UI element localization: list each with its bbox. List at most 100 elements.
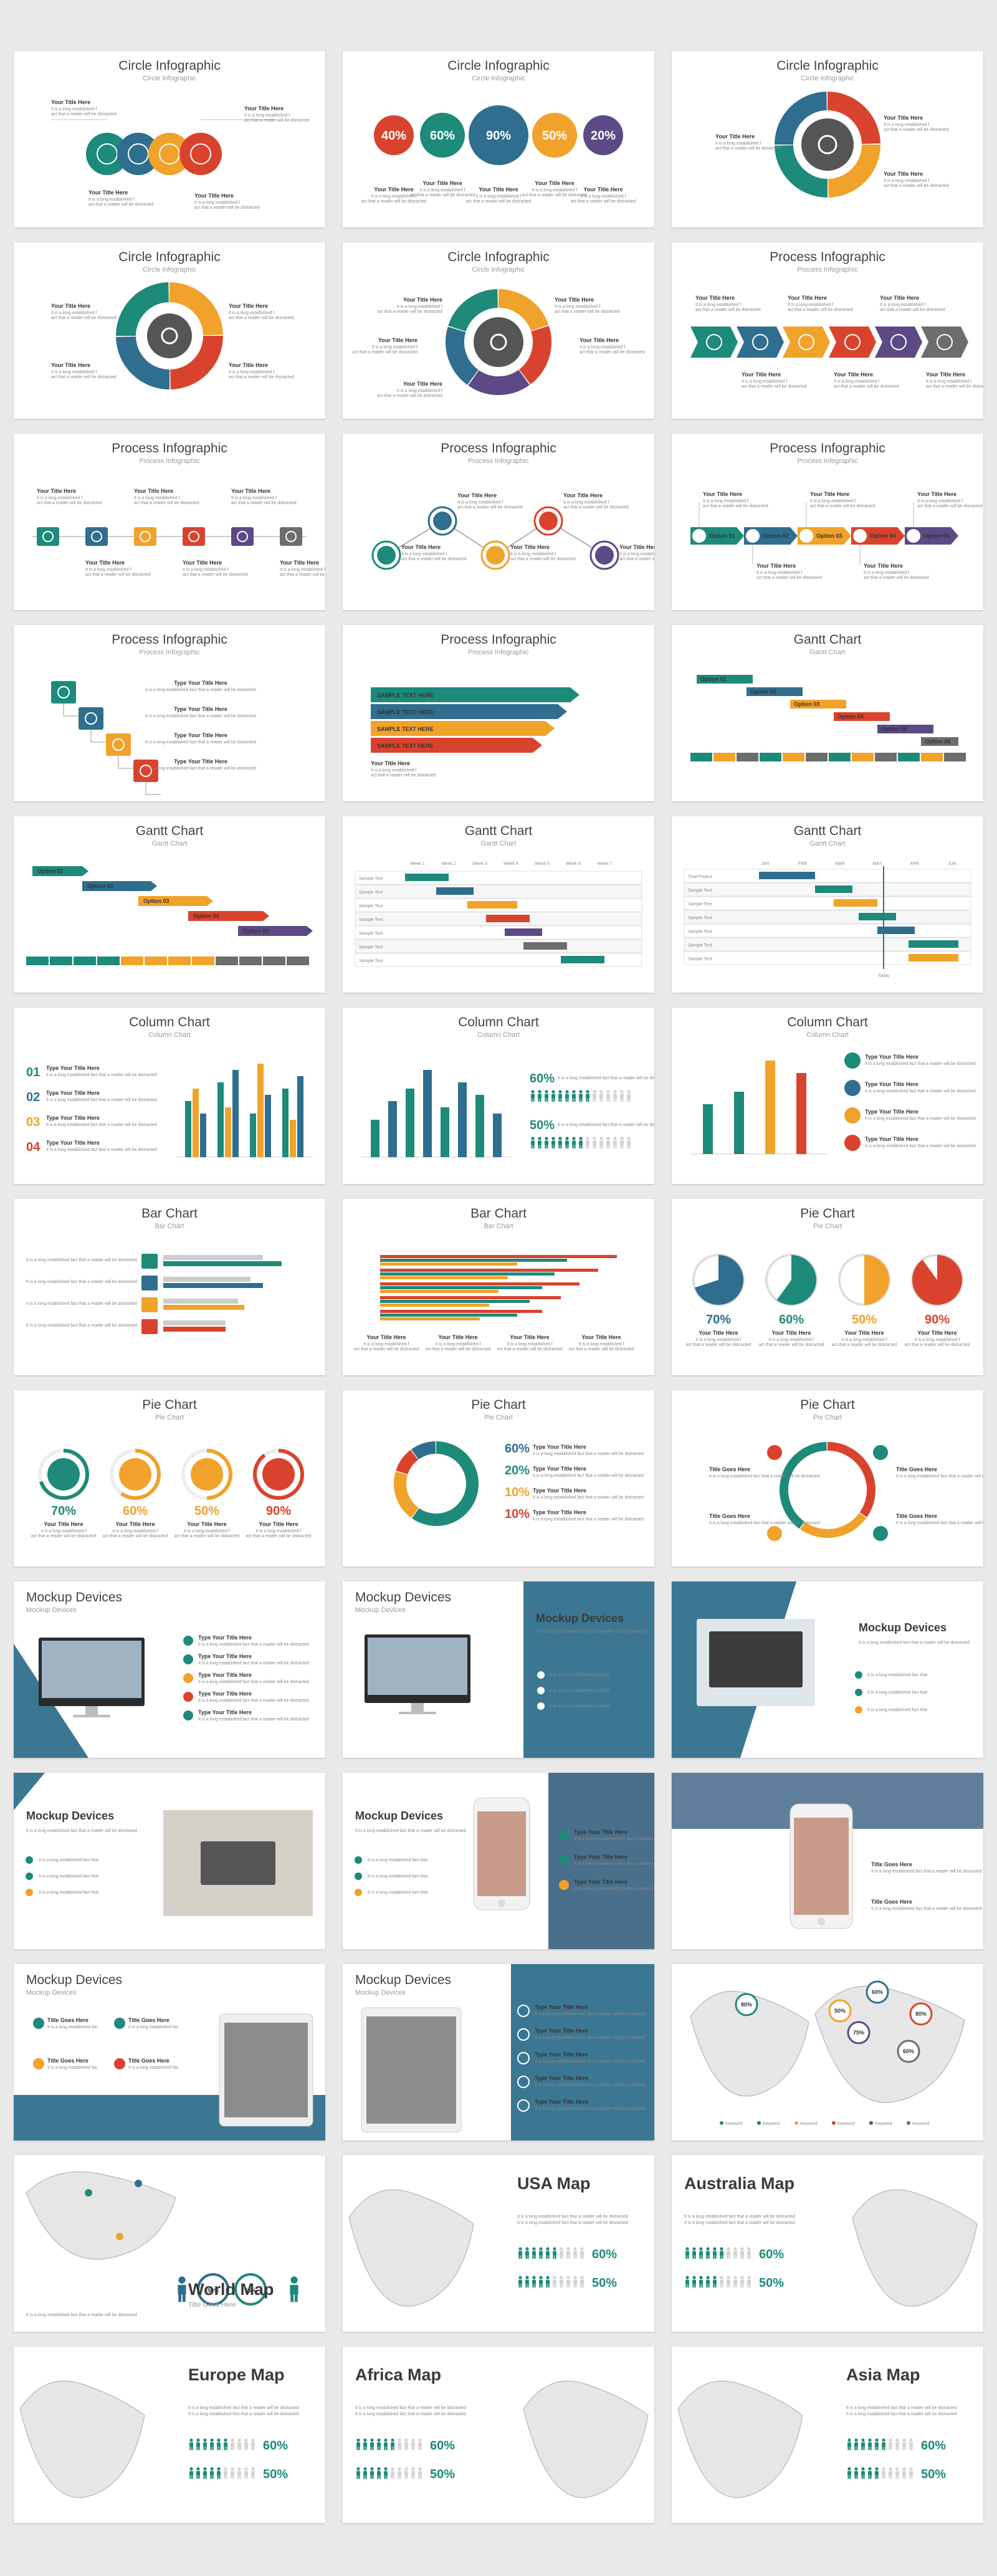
region-people-person-icon-leg (539, 2284, 541, 2287)
ring-center-icon (47, 1458, 80, 1491)
slide-thumbnail[interactable]: 60% Type Your Title Here It is a long esta… (343, 1390, 654, 1567)
bar (380, 1282, 580, 1286)
slide-thumbnail[interactable]: 50% 65% It is a long established fact that… (14, 2155, 325, 2332)
bar (380, 1300, 530, 1303)
stat-people-person-icon-leg (574, 1098, 576, 1102)
step-icon (844, 334, 861, 350)
region-people-person-icon-leg (747, 2284, 749, 2287)
slide-thumbnail[interactable]: Your Title Here It is a long established … (672, 242, 983, 419)
panel-bullet: It is a long established fact that (550, 1673, 609, 1677)
region-people-person-icon-head (546, 2276, 550, 2279)
slide-thumbnail[interactable]: Your Title Here It is a long established … (14, 51, 325, 227)
stat-people-person-icon-leg (581, 1098, 583, 1102)
slide-thumbnail[interactable]: It is a long established fact that a rea… (343, 2155, 654, 2332)
slide-thumbnail[interactable]: Option 01 Your Title Here It is a long est… (672, 434, 983, 610)
region-people-person-icon-leg (251, 2446, 253, 2450)
slide-thumbnail[interactable]: Your Title Here It is a long established … (343, 1199, 654, 1375)
text-block-text: act that a reader will be distracted (788, 308, 853, 312)
slide-thumbnail[interactable]: Title Goes Here It is a long established … (14, 1964, 325, 2140)
slide-subtitle: Process Infographic (797, 457, 858, 465)
node-icon (767, 1445, 782, 1460)
slide-thumbnail[interactable]: It is a long established fact that a rea… (14, 2347, 325, 2523)
slide-thumbnail[interactable]: Your Title Here It is a long established … (343, 242, 654, 419)
slide-thumbnail[interactable]: 80% 60% 50% 80% 75% 60% Keyword Keyword Keyword K… (672, 1964, 983, 2140)
stat-people-person-icon-leg (601, 1145, 603, 1148)
slide-thumbnail[interactable]: Your Title Here It is a long established … (343, 434, 654, 610)
slide-thumbnail[interactable]: SAMPLE TEXT HERE SAMPLE TEXT HERE SAMPLE T… (343, 625, 654, 801)
text-block-title: Your Title Here (884, 171, 923, 177)
bullet-text: It is a long established fact that (368, 1891, 427, 1895)
slide-thumbnail[interactable]: Type Your Title Here It is a long establi… (14, 1581, 325, 1758)
slide-thumbnail[interactable]: It is a long established fact that a rea… (672, 2347, 983, 2523)
stat-people-person-icon-leg (558, 1145, 560, 1148)
monitor-stand (85, 1706, 98, 1715)
slide-thumbnail[interactable]: Type Your Title Here It is a long establi… (343, 1964, 654, 2140)
panel-item-title: Type Your Title Here (574, 1879, 627, 1885)
slide-thumbnail[interactable]: It is a long established fact that a rea… (14, 1199, 325, 1375)
region-people-person-icon-leg (518, 2284, 520, 2287)
month-cell (829, 753, 851, 761)
feature-icon (183, 1692, 193, 1702)
region-people-person-icon-head (217, 2438, 221, 2442)
region-people-person-icon-leg (566, 2255, 568, 2259)
stat-people-person-icon-leg (579, 1098, 581, 1102)
region-people-person-icon-head (861, 2438, 865, 2442)
slide-thumbnail[interactable]: Mockup Devices It is a long established f… (672, 1581, 983, 1758)
slide-thumbnail[interactable]: It is a long established fact that a rea… (343, 2347, 654, 2523)
bar (380, 1286, 542, 1289)
slide-thumbnail[interactable]: Option 01 Option 02 Option 03 Option 04 Opti… (14, 816, 325, 993)
slide-thumbnail[interactable]: 70% Your Title Here It is a long establish… (672, 1199, 983, 1375)
slide-thumbnail[interactable]: Mockup Devices It is a long established f… (343, 1581, 654, 1758)
slide-thumbnail[interactable]: Week 1 Week 2 Week 3 Week 4 Week 5 Week 6 Week… (343, 816, 654, 993)
gantt-bar-label: Option 03 (143, 898, 169, 904)
item-text: It is a long established fact that a rea… (46, 1098, 157, 1102)
slide-thumbnail[interactable]: 01 Type Your Title Here It is a long estab… (14, 1008, 325, 1184)
slide-thumbnail[interactable]: Your Title Here It is a long established … (14, 242, 325, 419)
region-people-person-icon-leg (232, 2475, 234, 2479)
slide-thumbnail[interactable]: JAN FEB MAR MAY APR JUN Total Project Sample Te… (672, 816, 983, 993)
slide-subtitle: Column Chart (806, 1031, 849, 1039)
region-people-person-icon-head (518, 2276, 522, 2279)
slide-thumbnail[interactable]: Type Your Title Here It is a long establi… (672, 1008, 983, 1184)
slide-thumbnail[interactable]: Option 01 Option 02 Option 03 Option 04 Opti… (672, 625, 983, 801)
slide-thumbnail[interactable]: Mockup Devices It is a long established f… (14, 1773, 325, 1949)
slide-graphic: Type Your Title Here It is a long establi… (14, 1634, 309, 1758)
donut-segment (169, 282, 223, 336)
panel-item-icon (559, 1855, 569, 1865)
process-box (134, 527, 156, 546)
legend-dot (720, 2121, 723, 2125)
gantt-bar (790, 700, 846, 708)
section-text: It is a long established fact that a rea… (355, 1829, 466, 1833)
slide-thumbnail[interactable]: It is a long established fact that a rea… (672, 2155, 983, 2332)
stat-people-person-icon-body (586, 1094, 589, 1099)
region-map (852, 2189, 978, 2307)
region-people-person-icon-leg (251, 2475, 253, 2479)
slide-thumbnail[interactable]: 40% 60% 90% 50% 20% Your Title Here It is a lo… (343, 51, 654, 227)
column-bar (193, 1089, 199, 1157)
column-bar (371, 1120, 379, 1157)
item-title: Title Goes Here (128, 2058, 169, 2064)
donut-segment (468, 370, 530, 395)
slide-thumbnail[interactable]: Type Your Title Here It is a long establi… (14, 625, 325, 801)
text-block-title: Your Title Here (834, 371, 873, 378)
text-block-text: act that a reader will be distracted (619, 557, 654, 561)
list-number: 02 (26, 1090, 40, 1104)
region-people-person-icon-head (882, 2467, 885, 2471)
slide-thumbnail[interactable]: Mockup Devices It is a long established f… (343, 1773, 654, 1949)
slide-thumbnail[interactable]: Your Title Here It is a long established … (14, 434, 325, 610)
region-people-person-icon-leg (904, 2446, 906, 2450)
slide-thumbnail[interactable]: Your Title Here It is a long established … (672, 51, 983, 227)
region-people-person-icon-leg (527, 2255, 529, 2259)
slide-thumbnail[interactable]: Title Goes Here It is a long established … (672, 1390, 983, 1567)
stat-people-person-icon-leg (608, 1145, 610, 1148)
column-bar (257, 1064, 264, 1157)
slide-thumbnail[interactable]: 60% It is a long established fact that a … (343, 1008, 654, 1184)
slide-thumbnail[interactable]: Title Goes Here It is a long established … (672, 1773, 983, 1949)
stat-people-person-icon-head (545, 1090, 548, 1094)
region-people-person-icon-body (889, 2471, 892, 2476)
slide-thumbnail[interactable]: 70% Your Title Here It is a long establish… (14, 1390, 325, 1567)
region-people-person-icon-head (525, 2276, 529, 2279)
item-icon (844, 1135, 861, 1151)
gantt-bar (877, 725, 933, 733)
stat-people-person-icon-body (579, 1140, 583, 1145)
